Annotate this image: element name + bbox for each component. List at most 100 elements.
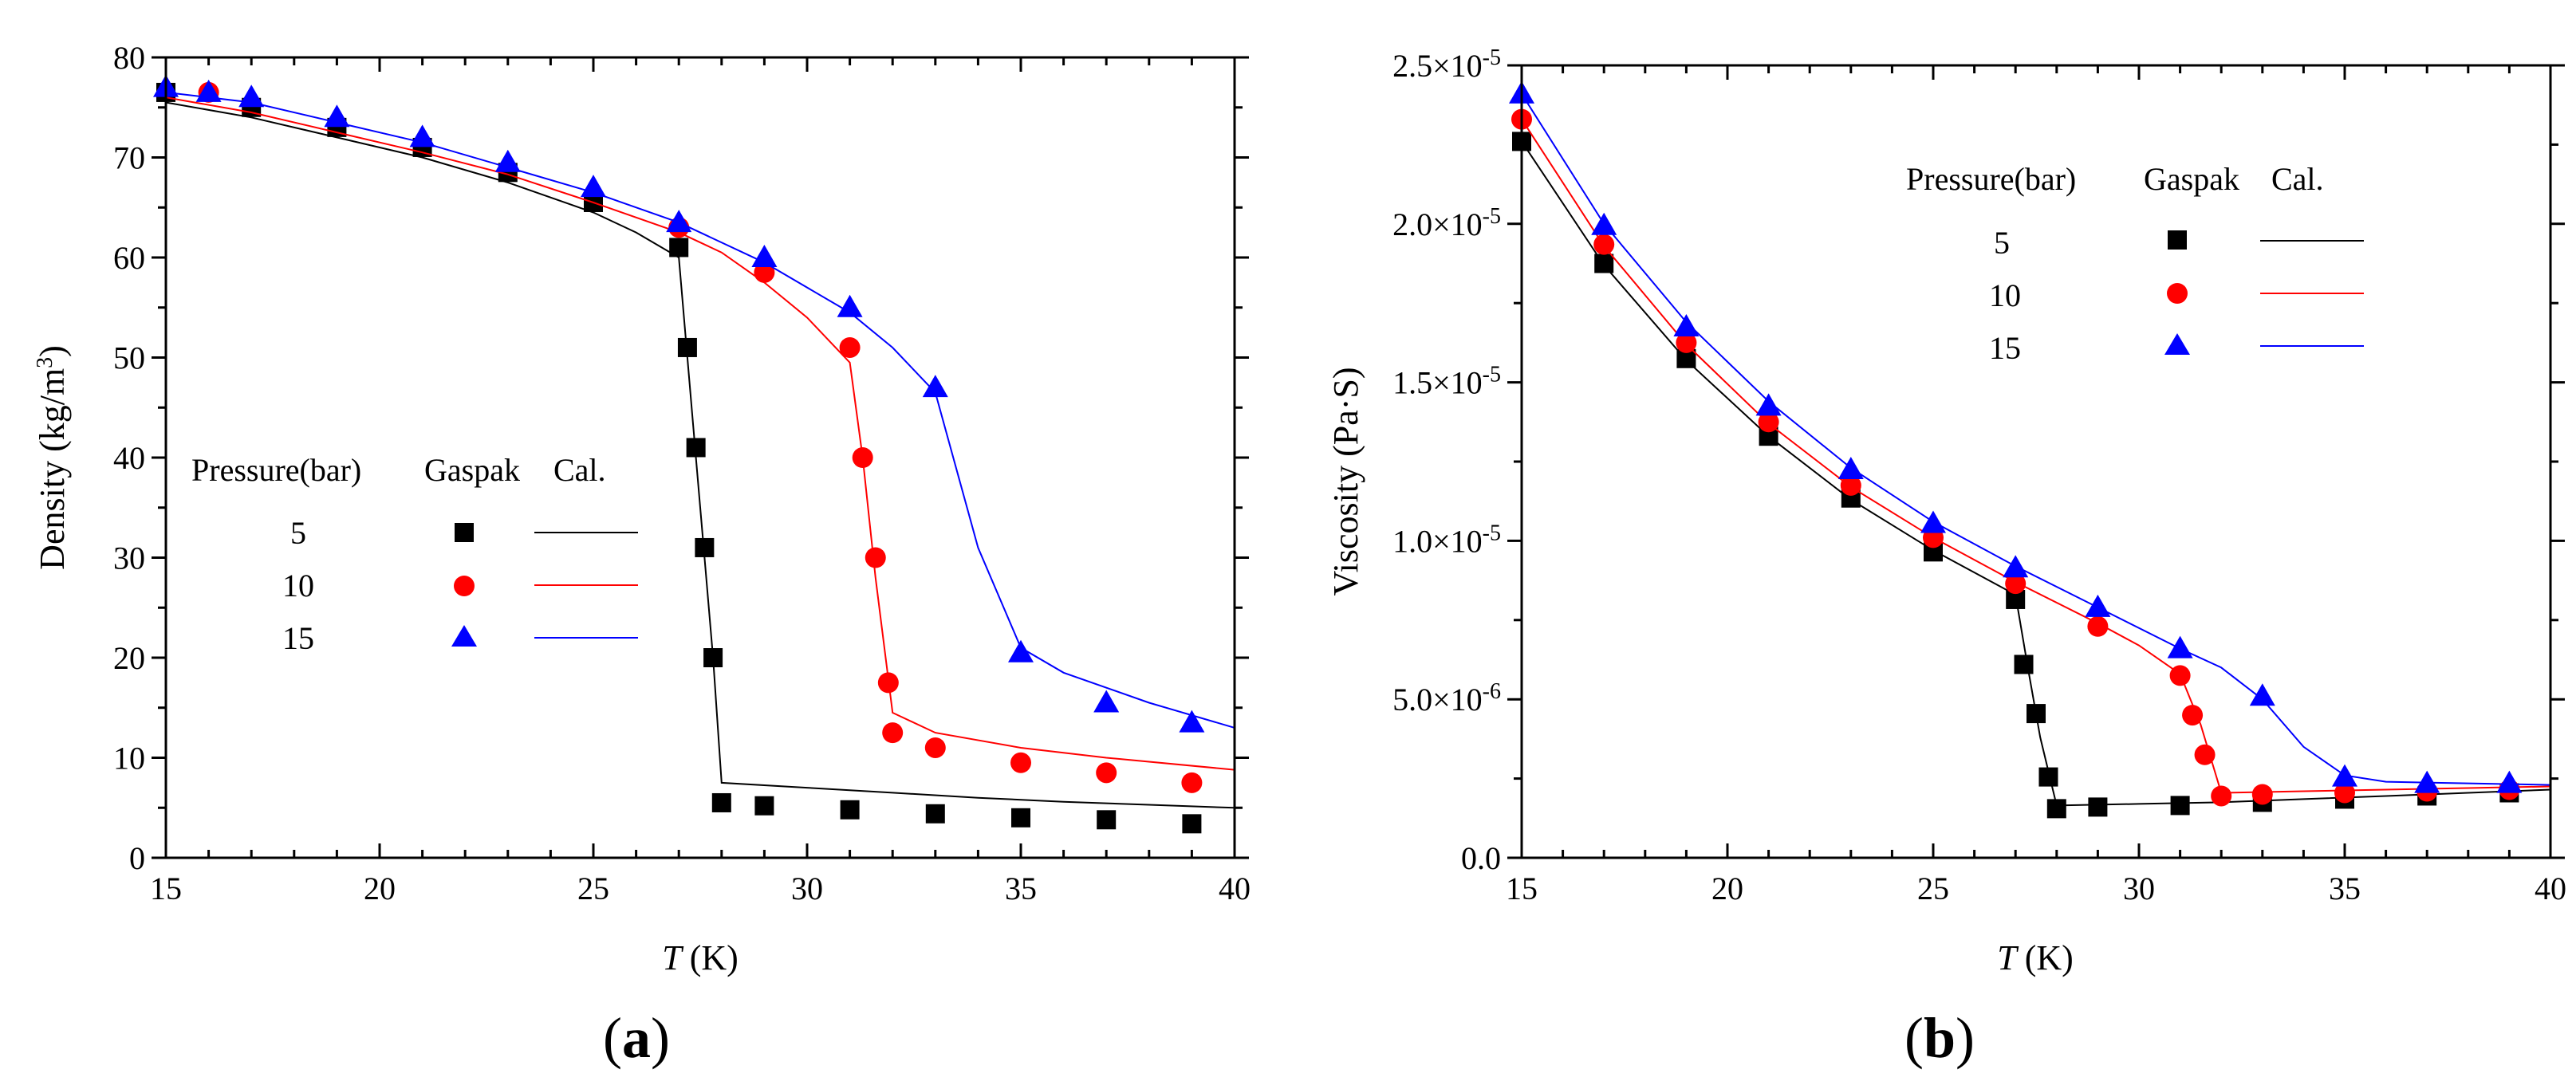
b-point-15 — [2332, 764, 2357, 787]
a-y-tick-label: 50 — [113, 340, 145, 376]
a-point-5 — [686, 438, 706, 458]
b-legend-marker-5 — [2168, 230, 2187, 250]
a-point-5 — [1011, 808, 1030, 828]
a-y-tick-label: 60 — [113, 240, 145, 276]
b-legend: Pressure(bar) Gaspak Cal. 5 10 15 — [1906, 161, 2364, 366]
a-point-15 — [195, 79, 222, 102]
a-y-tick-label: 40 — [113, 440, 145, 476]
panel-b-viscosity-chart: 15 20 25 30 35 40 0.0 5.0×10-6 1.0×10-5 1.5×10-5 2… — [1326, 45, 2566, 1071]
a-point-5 — [840, 800, 860, 820]
a-point-15 — [1179, 710, 1205, 733]
b-point-10 — [2194, 744, 2216, 765]
b-point-5 — [1594, 254, 1614, 273]
a-point-15 — [494, 149, 521, 172]
a-point-15 — [324, 104, 350, 128]
b-point-10 — [1676, 332, 1697, 353]
b-xlabel: T (K) — [1997, 938, 2074, 977]
b-point-5 — [2088, 797, 2108, 817]
a-x-tick-label: 40 — [1219, 871, 1251, 906]
a-legend-marker-10 — [454, 576, 475, 596]
a-legend-marker-5 — [455, 523, 474, 542]
b-point-15 — [1755, 393, 1782, 416]
b-x-tick-label: 15 — [1506, 871, 1538, 906]
a-series-layer — [153, 74, 1235, 834]
a-point-10 — [877, 672, 899, 694]
b-point-5 — [2038, 767, 2058, 787]
b-y-tick-label: 0.0 — [1461, 840, 1501, 876]
a-point-5 — [1097, 810, 1117, 830]
b-point-10 — [1758, 411, 1779, 433]
a-legend-label-5: 5 — [290, 515, 306, 551]
b-y-tick-label: 1.0×10-5 — [1392, 521, 1501, 560]
a-x-tick-label: 35 — [1005, 871, 1037, 906]
b-point-10 — [2005, 573, 2027, 595]
a-xlabel-italic: T — [662, 938, 684, 977]
b-y-tick-label: 2.5×10-5 — [1392, 45, 1501, 85]
b-point-10 — [2211, 785, 2232, 807]
a-legend-header-gaspak: Gaspak — [424, 452, 520, 488]
a-point-10 — [924, 737, 946, 758]
b-point-10 — [2334, 782, 2355, 804]
a-point-15 — [1008, 639, 1034, 662]
b-legend-header-pressure: Pressure(bar) — [1906, 161, 2076, 197]
a-line-5 — [165, 101, 1235, 809]
a-panel-label: (a) — [603, 1006, 670, 1070]
a-point-10 — [852, 447, 873, 468]
a-ylabel: Density (kg/m3) — [33, 345, 73, 570]
b-ylabel: Viscosity (Pa·S) — [1326, 367, 1365, 596]
a-point-15 — [837, 294, 863, 317]
b-point-15 — [2085, 594, 2111, 617]
panel-a-density-chart: 15 20 25 30 35 40 0 10 20 30 40 50 60 70 80 Density (k… — [33, 40, 1251, 1070]
a-point-15 — [922, 375, 948, 398]
b-point-10 — [1593, 234, 1615, 255]
b-point-5 — [2170, 796, 2190, 816]
a-y-tick-label: 20 — [113, 640, 145, 676]
a-legend-header-pressure: Pressure(bar) — [191, 452, 361, 488]
b-legend-header-cal: Cal. — [2271, 161, 2324, 197]
a-y-tick-label: 30 — [113, 541, 145, 576]
b-line-15 — [1521, 93, 2551, 786]
a-x-tick-label: 30 — [791, 871, 823, 906]
a-point-15 — [1093, 690, 1120, 713]
b-legend-header-gaspak: Gaspak — [2144, 161, 2239, 197]
a-point-10 — [882, 722, 904, 744]
b-line-10 — [1521, 119, 2551, 794]
a-y-tick-label: 70 — [113, 140, 145, 176]
a-line-15 — [165, 91, 1235, 729]
b-ticks-layer: 15 20 25 30 35 40 0.0 5.0×10-6 1.0×10-5 1.5×10-5 2… — [1392, 45, 2566, 907]
b-point-15 — [1837, 456, 1864, 479]
a-x-tick-label: 25 — [577, 871, 609, 906]
b-point-10 — [2182, 705, 2204, 726]
a-legend-label-15: 15 — [282, 620, 314, 656]
b-point-10 — [2251, 784, 2273, 805]
b-point-15 — [1920, 510, 1946, 533]
b-point-15 — [1673, 314, 1700, 337]
b-x-tick-label: 35 — [2329, 871, 2361, 906]
b-x-tick-label: 40 — [2535, 871, 2566, 906]
b-legend-label-15: 15 — [1989, 330, 2021, 366]
b-x-tick-label: 25 — [1917, 871, 1949, 906]
b-panel-label: (b) — [1904, 1006, 1975, 1070]
b-legend-marker-10 — [2167, 283, 2188, 304]
a-point-5 — [677, 337, 697, 357]
a-xlabel: T (K) — [662, 938, 739, 977]
a-line-10 — [165, 96, 1235, 771]
a-point-15 — [409, 124, 435, 147]
a-legend: Pressure(bar) Gaspak Cal. 5 10 15 — [191, 452, 638, 656]
a-point-15 — [751, 245, 778, 267]
a-point-5 — [711, 792, 731, 812]
b-x-tick-label: 30 — [2123, 871, 2155, 906]
a-point-5 — [695, 537, 715, 557]
b-series-layer — [1509, 81, 2551, 819]
b-point-15 — [2003, 555, 2029, 578]
b-x-tick-label: 20 — [1711, 871, 1743, 906]
b-y-tick-label: 1.5×10-5 — [1392, 362, 1501, 401]
b-legend-label-5: 5 — [1994, 225, 2010, 261]
a-legend-label-10: 10 — [282, 568, 314, 603]
a-legend-marker-15 — [451, 625, 477, 647]
a-y-tick-label: 0 — [129, 840, 145, 876]
b-legend-marker-15 — [2164, 333, 2190, 355]
b-point-10 — [1840, 474, 1861, 496]
b-point-15 — [2496, 770, 2523, 793]
a-point-15 — [581, 175, 606, 198]
